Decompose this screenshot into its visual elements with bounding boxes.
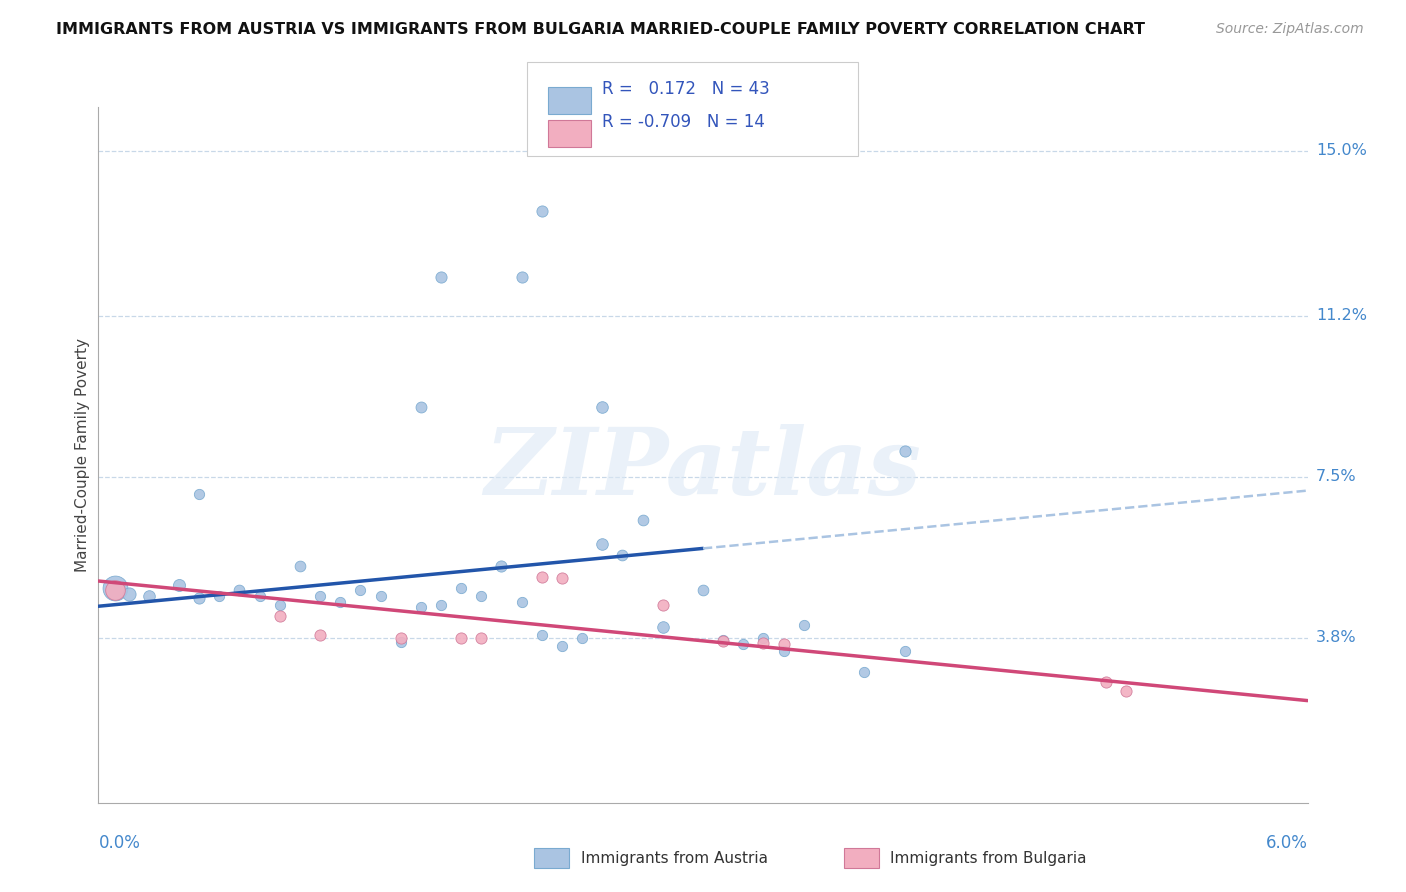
Point [389, 635, 412, 649]
Point [510, 595, 533, 609]
Point [591, 537, 613, 551]
Point [733, 637, 755, 651]
Point [269, 598, 291, 612]
Point [389, 631, 412, 645]
Point [430, 598, 453, 612]
Text: Immigrants from Bulgaria: Immigrants from Bulgaria [890, 851, 1087, 865]
Point [167, 578, 190, 592]
Point [530, 570, 553, 584]
Point [530, 204, 553, 219]
Point [651, 620, 673, 634]
Text: Source: ZipAtlas.com: Source: ZipAtlas.com [1216, 22, 1364, 37]
Text: 7.5%: 7.5% [1316, 469, 1357, 484]
Text: 15.0%: 15.0% [1316, 143, 1367, 158]
Point [430, 269, 453, 284]
Point [309, 589, 332, 603]
Point [118, 587, 141, 601]
Point [591, 400, 613, 414]
Point [249, 589, 271, 603]
Point [711, 632, 734, 647]
Point [510, 269, 533, 284]
Text: IMMIGRANTS FROM AUSTRIA VS IMMIGRANTS FROM BULGARIA MARRIED-COUPLE FAMILY POVERT: IMMIGRANTS FROM AUSTRIA VS IMMIGRANTS FR… [56, 22, 1146, 37]
Point [551, 639, 574, 653]
Text: 3.8%: 3.8% [1316, 630, 1357, 645]
Point [793, 618, 815, 632]
Point [103, 581, 125, 595]
Point [470, 589, 492, 603]
Point [612, 548, 634, 562]
Point [188, 487, 211, 501]
Point [269, 608, 291, 623]
Point [893, 643, 915, 657]
Y-axis label: Married-Couple Family Poverty: Married-Couple Family Poverty [75, 338, 90, 572]
Point [772, 643, 794, 657]
Point [103, 582, 125, 597]
Point [409, 400, 432, 414]
Point [288, 558, 311, 573]
Point [309, 628, 332, 642]
Point [409, 600, 432, 615]
Point [370, 589, 392, 603]
Point [692, 582, 714, 597]
Point [1095, 674, 1118, 689]
Point [450, 632, 472, 646]
Point [491, 558, 513, 573]
Point [631, 513, 654, 527]
Point [711, 634, 734, 648]
Point [752, 632, 775, 646]
Point [208, 589, 231, 603]
Point [349, 582, 371, 597]
Text: Immigrants from Austria: Immigrants from Austria [581, 851, 768, 865]
Point [138, 589, 160, 603]
Text: ZIPatlas: ZIPatlas [485, 424, 921, 514]
Point [551, 570, 574, 584]
Point [772, 637, 794, 651]
Point [530, 628, 553, 642]
Text: R = -0.709   N = 14: R = -0.709 N = 14 [602, 113, 765, 131]
Text: 6.0%: 6.0% [1265, 834, 1308, 852]
Point [228, 582, 250, 597]
Point [752, 636, 775, 650]
Text: 11.2%: 11.2% [1316, 309, 1367, 323]
Point [853, 665, 876, 680]
Point [651, 598, 673, 612]
Point [329, 595, 352, 609]
Point [1115, 683, 1137, 698]
Point [188, 591, 211, 606]
Point [450, 581, 472, 595]
Point [571, 631, 593, 645]
Point [470, 632, 492, 646]
Text: 0.0%: 0.0% [98, 834, 141, 852]
Text: R =   0.172   N = 43: R = 0.172 N = 43 [602, 80, 769, 98]
Point [893, 443, 915, 458]
